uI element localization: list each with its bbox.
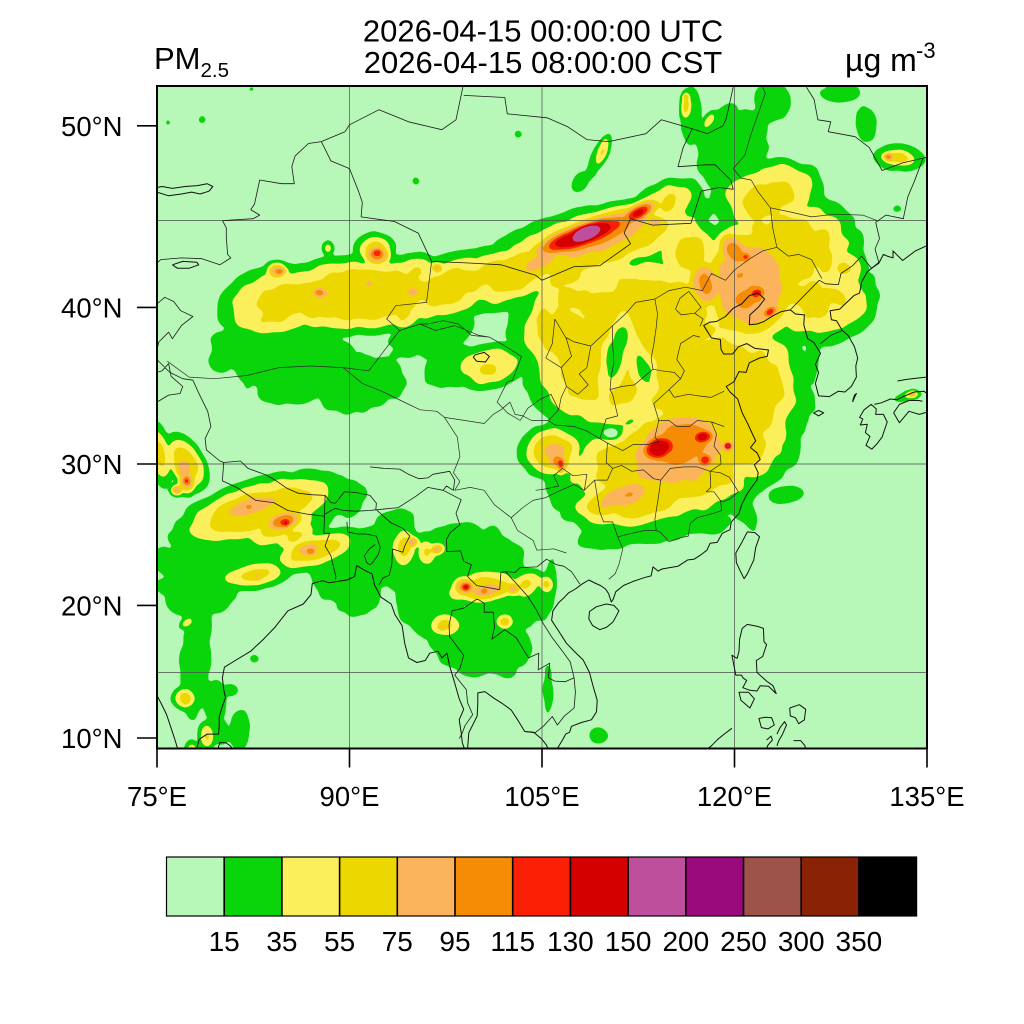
svg-text:90°E: 90°E — [320, 781, 380, 812]
svg-text:35: 35 — [266, 926, 297, 957]
svg-text:µg m: µg m — [845, 42, 917, 78]
svg-text:120°E: 120°E — [697, 781, 772, 812]
svg-text:30°N: 30°N — [61, 449, 122, 480]
svg-text:75: 75 — [382, 926, 413, 957]
svg-text:20°N: 20°N — [61, 590, 122, 621]
svg-text:2026-04-15 08:00:00 CST: 2026-04-15 08:00:00 CST — [364, 45, 723, 80]
svg-text:300: 300 — [778, 926, 825, 957]
svg-text:15: 15 — [209, 926, 240, 957]
svg-text:95: 95 — [439, 926, 470, 957]
svg-text:55: 55 — [324, 926, 355, 957]
svg-text:10°N: 10°N — [61, 723, 122, 754]
svg-text:50°N: 50°N — [61, 111, 122, 142]
svg-text:200: 200 — [662, 926, 709, 957]
svg-text:150: 150 — [605, 926, 652, 957]
svg-text:75°E: 75°E — [127, 781, 187, 812]
svg-text:2026-04-15 00:00:00 UTC: 2026-04-15 00:00:00 UTC — [363, 14, 723, 49]
svg-text:250: 250 — [720, 926, 767, 957]
svg-text:-3: -3 — [916, 38, 936, 63]
svg-text:115: 115 — [490, 926, 535, 957]
svg-text:135°E: 135°E — [889, 781, 964, 812]
svg-text:130: 130 — [547, 926, 594, 957]
svg-text:40°N: 40°N — [61, 292, 122, 323]
svg-text:350: 350 — [836, 926, 883, 957]
svg-text:105°E: 105°E — [504, 781, 579, 812]
